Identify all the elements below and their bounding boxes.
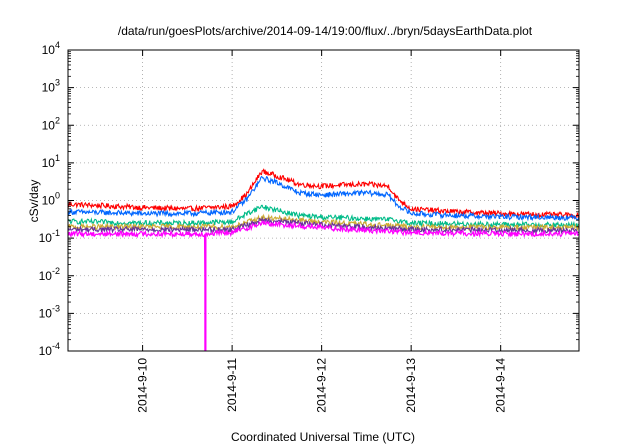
x-tick-label: 2014-9-12 xyxy=(315,358,329,413)
y-tick-label: 104 xyxy=(42,40,60,57)
x-tick-label: 2014-9-11 xyxy=(225,358,239,412)
y-axis: 104 103 102 101 100 10-1 10-2 10-3 10-4 xyxy=(39,40,579,358)
y-tick-label: 101 xyxy=(42,153,60,170)
y-tick-label: 102 xyxy=(42,115,60,132)
x-tick-label: 2014-9-10 xyxy=(136,358,150,413)
x-tick-label: 2014-9-13 xyxy=(404,358,418,413)
series-layer xyxy=(67,168,580,351)
chart-title: /data/run/goesPlots/archive/2014-09-14/1… xyxy=(118,24,533,38)
y-tick-label: 10-1 xyxy=(39,228,60,245)
y-tick-label: 10-4 xyxy=(39,341,60,358)
grid xyxy=(68,50,579,351)
series-line-2 xyxy=(67,175,580,222)
y-tick-label: 103 xyxy=(42,78,60,95)
y-tick-label: 10-3 xyxy=(39,303,60,320)
x-tick-label: 2014-9-14 xyxy=(494,358,508,413)
series-line-4 xyxy=(67,213,580,233)
series-line-1 xyxy=(67,168,580,220)
y-tick-label: 100 xyxy=(42,191,60,208)
x-axis: 2014-9-10 2014-9-11 2014-9-12 2014-9-13 2014… xyxy=(136,50,508,413)
y-axis-label: cSv/day xyxy=(27,180,41,223)
series-line-6 xyxy=(67,219,580,351)
y-tick-label: 10-2 xyxy=(39,266,60,283)
x-axis-label: Coordinated Universal Time (UTC) xyxy=(231,430,415,444)
